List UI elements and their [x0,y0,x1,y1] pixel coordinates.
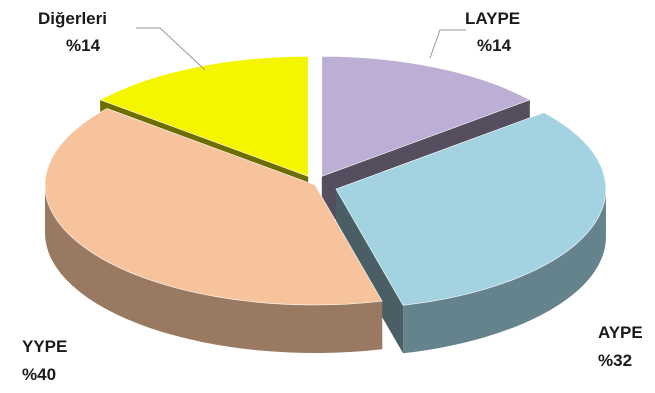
leader-line-digerleri [136,27,206,71]
slice-aype [335,112,607,306]
slice-rim-yype [45,185,383,354]
slice-label-laype: LAYPE %14 [465,9,520,55]
slice-laype [321,56,531,177]
slice-value-aype: %32 [598,351,632,370]
slice-side-aype-1 [335,189,404,354]
slice-label-yype: YYPE %40 [22,337,67,384]
slice-value-yype: %40 [22,365,56,384]
slice-name-digerleri: Diğerleri [38,9,107,28]
slice-name-laype: LAYPE [465,9,520,28]
leader-line-laype [429,29,466,59]
leader-lines [136,27,466,71]
pie-top-layer [44,56,607,306]
slice-yype [44,108,383,306]
slice-name-aype: AYPE [598,323,643,342]
slice-value-laype: %14 [477,36,512,55]
slice-name-yype: YYPE [22,337,67,356]
slice-digerleri [99,56,309,177]
slice-value-digerleri: %14 [66,36,101,55]
slice-rim-aype [403,189,606,354]
slice-label-digerleri: Diğerleri %14 [38,9,107,55]
slice-label-aype: AYPE %32 [598,323,643,370]
